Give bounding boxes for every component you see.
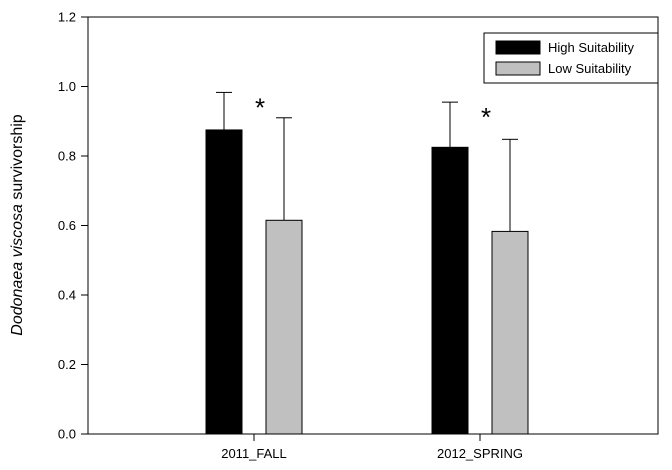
x-axis: 2011_FALL 2012_SPRING xyxy=(221,434,523,461)
bar xyxy=(491,230,529,435)
legend-label: High Suitability xyxy=(548,40,634,55)
x-tick-label: 2011_FALL xyxy=(221,446,287,461)
y-tick-label: 0.6 xyxy=(58,218,76,233)
significance-markers: * * xyxy=(255,92,491,132)
significance-asterisk: * xyxy=(255,92,265,122)
significance-asterisk: * xyxy=(481,102,491,132)
y-tick-label: 0.4 xyxy=(58,288,76,303)
legend-swatch xyxy=(495,40,541,55)
y-axis: 0.0 0.2 0.4 0.6 0.8 1.0 1.2 xyxy=(58,10,88,442)
y-tick-label: 1.0 xyxy=(58,79,76,94)
y-tick-label: 0.0 xyxy=(58,427,76,442)
y-axis-title: Dodonaea viscosa survivorship xyxy=(9,114,26,336)
legend: High Suitability Low Suitability xyxy=(483,32,659,84)
legend-label: Low Suitability xyxy=(548,61,632,76)
bar xyxy=(265,219,303,435)
bars xyxy=(205,91,529,435)
bar xyxy=(431,146,469,435)
legend-swatch xyxy=(495,61,541,76)
x-tick-label: 2012_SPRING xyxy=(437,446,523,461)
y-tick-label: 0.2 xyxy=(58,357,76,372)
y-tick-label: 1.2 xyxy=(58,10,76,25)
y-tick-label: 0.8 xyxy=(58,149,76,164)
bar xyxy=(205,129,243,435)
